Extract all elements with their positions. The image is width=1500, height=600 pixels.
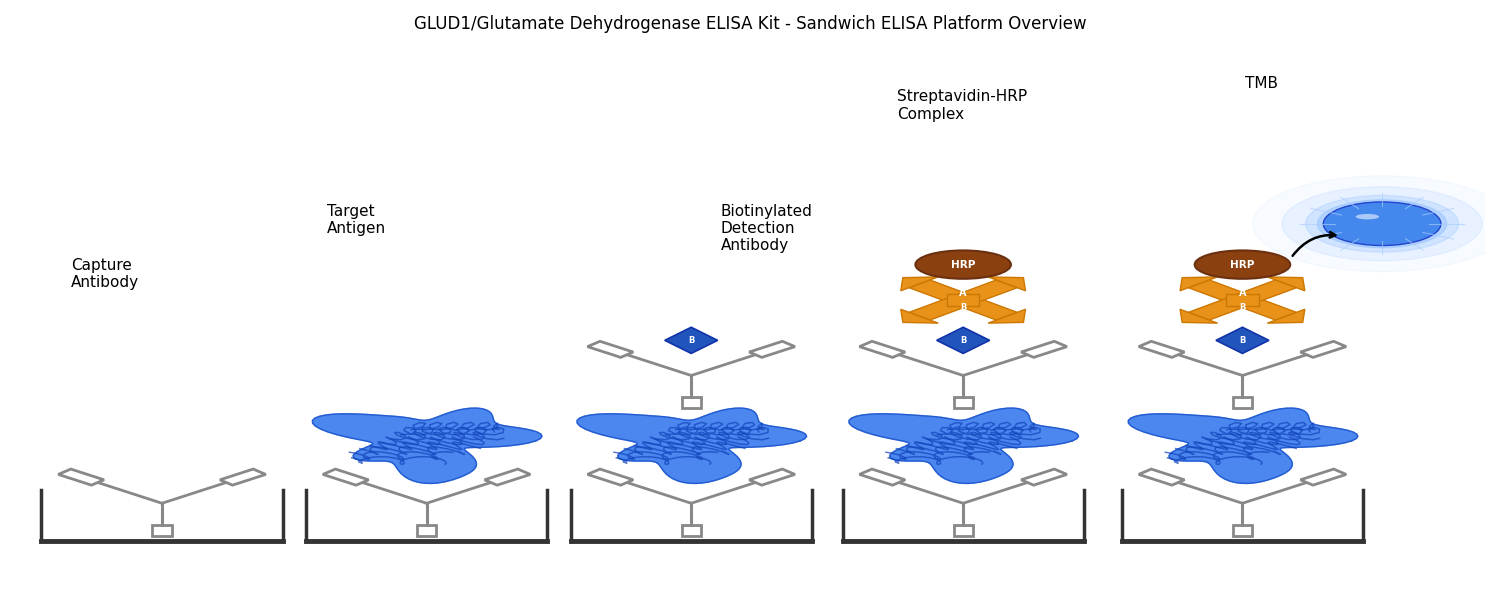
Polygon shape	[1128, 408, 1358, 484]
Text: B: B	[960, 302, 966, 311]
Polygon shape	[1188, 280, 1252, 304]
Text: A: A	[1239, 288, 1246, 298]
Polygon shape	[1022, 341, 1066, 358]
Polygon shape	[681, 397, 700, 408]
Text: B: B	[688, 336, 694, 345]
Polygon shape	[946, 294, 980, 306]
Circle shape	[1252, 176, 1500, 272]
Polygon shape	[153, 525, 171, 536]
Text: A: A	[960, 288, 968, 298]
Text: Capture
Antibody: Capture Antibody	[70, 258, 140, 290]
Ellipse shape	[1194, 250, 1290, 279]
Polygon shape	[859, 341, 904, 358]
Polygon shape	[1232, 280, 1296, 304]
Polygon shape	[681, 525, 700, 536]
Polygon shape	[902, 309, 938, 323]
Text: HRP: HRP	[951, 260, 975, 269]
Polygon shape	[909, 280, 974, 304]
Polygon shape	[1227, 294, 1258, 306]
Polygon shape	[1268, 309, 1305, 323]
Polygon shape	[952, 280, 1017, 304]
Polygon shape	[322, 469, 369, 485]
Text: HRP: HRP	[1230, 260, 1254, 269]
Polygon shape	[1138, 341, 1185, 358]
Polygon shape	[1300, 341, 1346, 358]
Text: B: B	[1239, 336, 1245, 345]
Polygon shape	[859, 469, 904, 485]
Polygon shape	[1138, 469, 1185, 485]
Polygon shape	[578, 408, 807, 484]
Title: GLUD1/Glutamate Dehydrogenase ELISA Kit - Sandwich ELISA Platform Overview: GLUD1/Glutamate Dehydrogenase ELISA Kit …	[414, 15, 1086, 33]
Text: TMB: TMB	[1245, 76, 1278, 91]
Circle shape	[1282, 187, 1482, 261]
Polygon shape	[1233, 525, 1252, 536]
Polygon shape	[1233, 397, 1252, 408]
Circle shape	[1305, 196, 1458, 252]
Polygon shape	[1268, 277, 1305, 291]
Polygon shape	[1180, 277, 1218, 291]
Polygon shape	[748, 469, 795, 485]
Polygon shape	[58, 469, 104, 485]
Polygon shape	[484, 469, 531, 485]
Text: Target
Antigen: Target Antigen	[327, 203, 386, 236]
Polygon shape	[952, 296, 1017, 320]
Polygon shape	[664, 327, 717, 353]
Polygon shape	[748, 341, 795, 358]
Circle shape	[1317, 200, 1448, 248]
Polygon shape	[936, 327, 990, 353]
Polygon shape	[1180, 309, 1218, 323]
Polygon shape	[417, 525, 436, 536]
Polygon shape	[1232, 296, 1296, 320]
Polygon shape	[849, 408, 1078, 484]
Text: B: B	[1239, 302, 1245, 311]
Polygon shape	[909, 296, 974, 320]
Polygon shape	[588, 341, 633, 358]
Polygon shape	[312, 408, 542, 484]
Polygon shape	[988, 277, 1026, 291]
Ellipse shape	[915, 250, 1011, 279]
Polygon shape	[588, 469, 633, 485]
Polygon shape	[1300, 469, 1346, 485]
Polygon shape	[988, 309, 1026, 323]
Polygon shape	[1022, 469, 1066, 485]
Text: Biotinylated
Detection
Antibody: Biotinylated Detection Antibody	[720, 203, 813, 253]
Polygon shape	[1216, 327, 1269, 353]
Circle shape	[1323, 202, 1442, 245]
Polygon shape	[954, 397, 972, 408]
Polygon shape	[1188, 296, 1252, 320]
Ellipse shape	[1356, 214, 1378, 220]
Polygon shape	[902, 277, 938, 291]
Text: Streptavidin-HRP
Complex: Streptavidin-HRP Complex	[897, 89, 1028, 122]
Polygon shape	[220, 469, 266, 485]
Polygon shape	[954, 525, 972, 536]
Text: B: B	[960, 336, 966, 345]
